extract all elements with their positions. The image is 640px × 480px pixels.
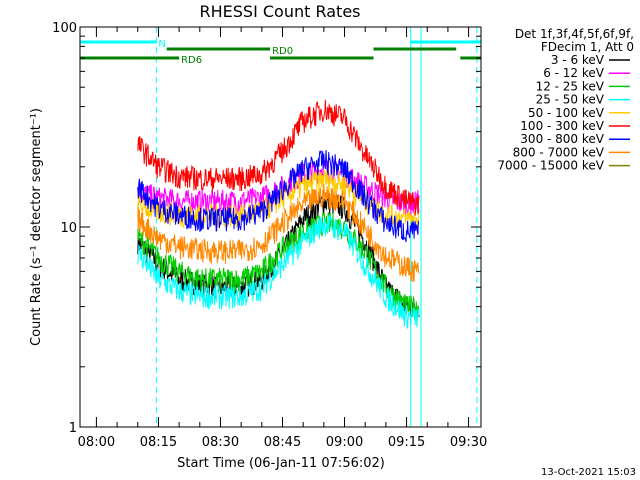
legend-header-line: Det 1f,3f,4f,5f,6f,9f, [515, 27, 634, 41]
legend-header-line: FDecim 1, Att 0 [541, 40, 634, 54]
legend-entry-label: 12 - 25 keV [536, 79, 605, 93]
series-lines [137, 99, 420, 329]
legend-entry-label: 800 - 7000 keV [513, 145, 605, 159]
y-axis-title: Count Rate (s⁻¹ detector segment⁻¹) [29, 108, 44, 346]
series-line [137, 183, 420, 283]
x-axis-title: Start Time (06-Jan-11 07:56:02) [177, 456, 385, 471]
x-tick-label: 09:00 [326, 435, 363, 450]
chart-title: RHESSI Count Rates [200, 2, 361, 21]
x-tick-label: 08:15 [140, 435, 177, 450]
legend-entry-label: 100 - 300 keV [520, 119, 604, 133]
y-tick-label: 100 [52, 21, 77, 36]
x-tick-label: 08:00 [78, 435, 115, 450]
x-tick-label: 08:45 [264, 435, 301, 450]
series-line [137, 159, 420, 218]
legend-entry-label: 7000 - 15000 keV [497, 159, 604, 173]
attenuator-bar-label: N [158, 39, 165, 50]
y-tick-label: 1 [69, 421, 77, 436]
x-tick-label: 09:15 [388, 435, 425, 450]
series-line [137, 149, 420, 243]
series-line [137, 99, 420, 216]
x-tick-label: 08:30 [202, 435, 239, 450]
attenuator-bar-label: RD6 [181, 55, 202, 66]
attenuator-bars: N RD0 RD6 [80, 39, 481, 66]
legend-entry-label: 6 - 12 keV [543, 66, 605, 80]
y-axis-ticks: 1 10 100 [52, 21, 481, 436]
series-line [137, 212, 420, 320]
y-tick-label: 10 [60, 221, 77, 236]
series-line [137, 214, 420, 329]
x-tick-label: 09:30 [450, 435, 487, 450]
legend-entry-label: 50 - 100 keV [528, 106, 605, 120]
legend: Det 1f,3f,4f,5f,6f,9f,FDecim 1, Att 03 -… [497, 27, 634, 173]
legend-entry-label: 25 - 50 keV [536, 93, 605, 107]
timestamp-label: 13-Oct-2021 15:03 [541, 467, 636, 478]
legend-entry-label: 300 - 800 keV [520, 132, 604, 146]
x-axis-ticks: 08:00 08:15 08:30 08:45 09:00 09:15 09:30 [78, 27, 487, 450]
legend-entry-label: 3 - 6 keV [551, 53, 605, 67]
attenuator-bar-label: RD0 [272, 46, 293, 57]
